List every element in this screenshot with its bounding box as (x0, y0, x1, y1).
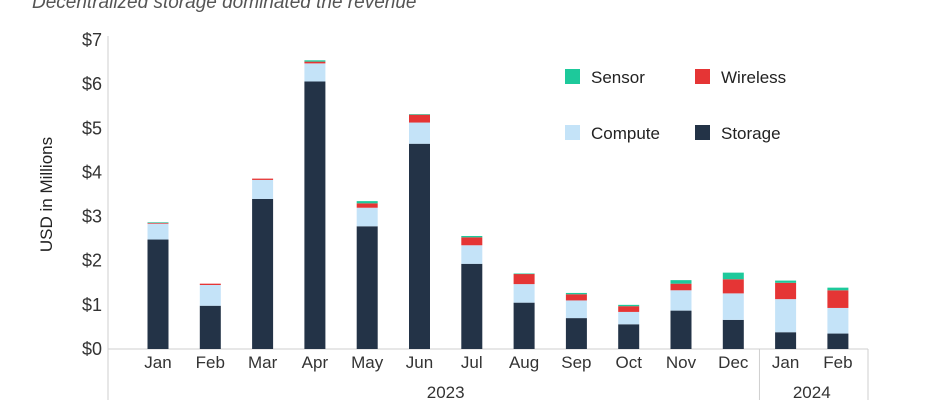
bar-segment-sensor (147, 222, 169, 223)
bar-segment-storage (199, 305, 221, 349)
bar-segment-storage (670, 310, 692, 349)
bar-segment-wireless (565, 294, 587, 301)
bar-segment-sensor (618, 304, 640, 307)
bar-segment-storage (565, 318, 587, 349)
legend-label-wireless: Wireless (721, 68, 786, 87)
bar-segment-wireless (252, 178, 274, 180)
x-tick-label: Feb (823, 353, 852, 372)
x-tick-label: Jan (144, 353, 171, 372)
bar-segment-sensor (722, 272, 744, 280)
bar-segment-storage (775, 332, 797, 349)
x-tick-label: May (351, 353, 384, 372)
x-tick-label: Oct (615, 353, 642, 372)
chart-subtitle: Decentralized storage dominated the reve… (32, 0, 417, 13)
chart-axes: $0 $1 $2 $3 $4 $5 $6 $7 USD in Millions (37, 30, 868, 400)
bar-segment-wireless (199, 283, 221, 285)
x-tick-label: Jul (461, 353, 483, 372)
bar-segment-storage (827, 333, 849, 349)
x-tick-label: Mar (248, 353, 278, 372)
y-axis-title: USD in Millions (37, 137, 56, 252)
bar-segment-compute (461, 245, 483, 264)
x-tick-label: Feb (196, 353, 225, 372)
chart-bars (147, 60, 849, 349)
bar-segment-storage (252, 198, 274, 349)
bar-segment-wireless (618, 306, 640, 312)
x-tick-label: Jan (772, 353, 799, 372)
bar-segment-sensor (775, 280, 797, 283)
bar-segment-storage (409, 143, 430, 349)
x-tick-label: Jun (406, 353, 433, 372)
y-tick-label: $1 (82, 295, 102, 315)
bar-segment-wireless (356, 203, 378, 208)
bar-segment-compute (356, 207, 378, 227)
bar-segment-wireless (722, 279, 744, 294)
x-axis-labels: Jan Feb Mar Apr May Jun Jul Aug Sep Oct Nov Dec Jan F… (144, 349, 869, 400)
x-tick-label: Dec (718, 353, 749, 372)
bar-segment-compute (409, 122, 430, 144)
bar-segment-wireless (775, 282, 797, 300)
x-tick-label: Aug (509, 353, 539, 372)
y-tick-label: $4 (82, 162, 102, 182)
x-tick-label: Apr (302, 353, 329, 372)
bar-segment-wireless (827, 290, 849, 308)
bar-segment-compute (775, 299, 797, 333)
chart-legend: Sensor Wireless Compute Storage (565, 68, 786, 143)
legend-swatch-compute (565, 125, 580, 140)
bar-segment-sensor (565, 292, 587, 295)
bar-segment-compute (513, 284, 535, 303)
bar-segment-sensor (409, 114, 430, 115)
bar-segment-compute (304, 63, 326, 82)
y-tick-label: $0 (82, 339, 102, 359)
y-tick-label: $3 (82, 207, 102, 227)
legend-label-storage: Storage (721, 124, 781, 143)
y-tick-label: $6 (82, 74, 102, 94)
bar-segment-compute (565, 300, 587, 319)
bar-segment-wireless (513, 273, 535, 285)
bar-segment-compute (670, 290, 692, 311)
legend-swatch-storage (695, 125, 710, 140)
bar-segment-wireless (147, 222, 169, 224)
bar-segment-storage (461, 263, 483, 349)
bar-segment-compute (827, 307, 849, 334)
bar-segment-sensor (513, 273, 535, 275)
bar-segment-sensor (461, 235, 483, 238)
bar-segment-storage (356, 226, 378, 349)
bar-segment-sensor (356, 201, 378, 204)
bar-segment-storage (618, 324, 640, 349)
bar-segment-storage (147, 239, 169, 349)
x-tick-label: Sep (561, 353, 591, 372)
bar-segment-compute (147, 223, 169, 240)
bar-segment-sensor (670, 280, 692, 284)
bar-segment-sensor (827, 287, 849, 291)
y-tick-label: $5 (82, 118, 102, 138)
bar-segment-storage (722, 319, 744, 349)
bar-segment-storage (513, 302, 535, 349)
legend-label-compute: Compute (591, 124, 660, 143)
legend-swatch-sensor (565, 69, 580, 84)
legend-swatch-wireless (695, 69, 710, 84)
year-group-label: 2023 (427, 383, 465, 400)
bar-segment-compute (722, 293, 744, 320)
bar-segment-storage (304, 81, 326, 349)
bar-segment-sensor (304, 60, 326, 62)
bar-segment-compute (618, 311, 640, 325)
bar-segment-wireless (304, 61, 326, 64)
bar-segment-wireless (461, 237, 483, 246)
y-tick-label: $7 (82, 30, 102, 50)
legend-label-sensor: Sensor (591, 68, 645, 87)
bar-segment-wireless (409, 114, 430, 123)
year-group-label: 2024 (793, 383, 831, 400)
bar-segment-compute (199, 284, 221, 306)
bar-segment-wireless (670, 283, 692, 291)
y-tick-label: $2 (82, 251, 102, 271)
x-tick-label: Nov (666, 353, 697, 372)
bar-segment-compute (252, 179, 274, 199)
